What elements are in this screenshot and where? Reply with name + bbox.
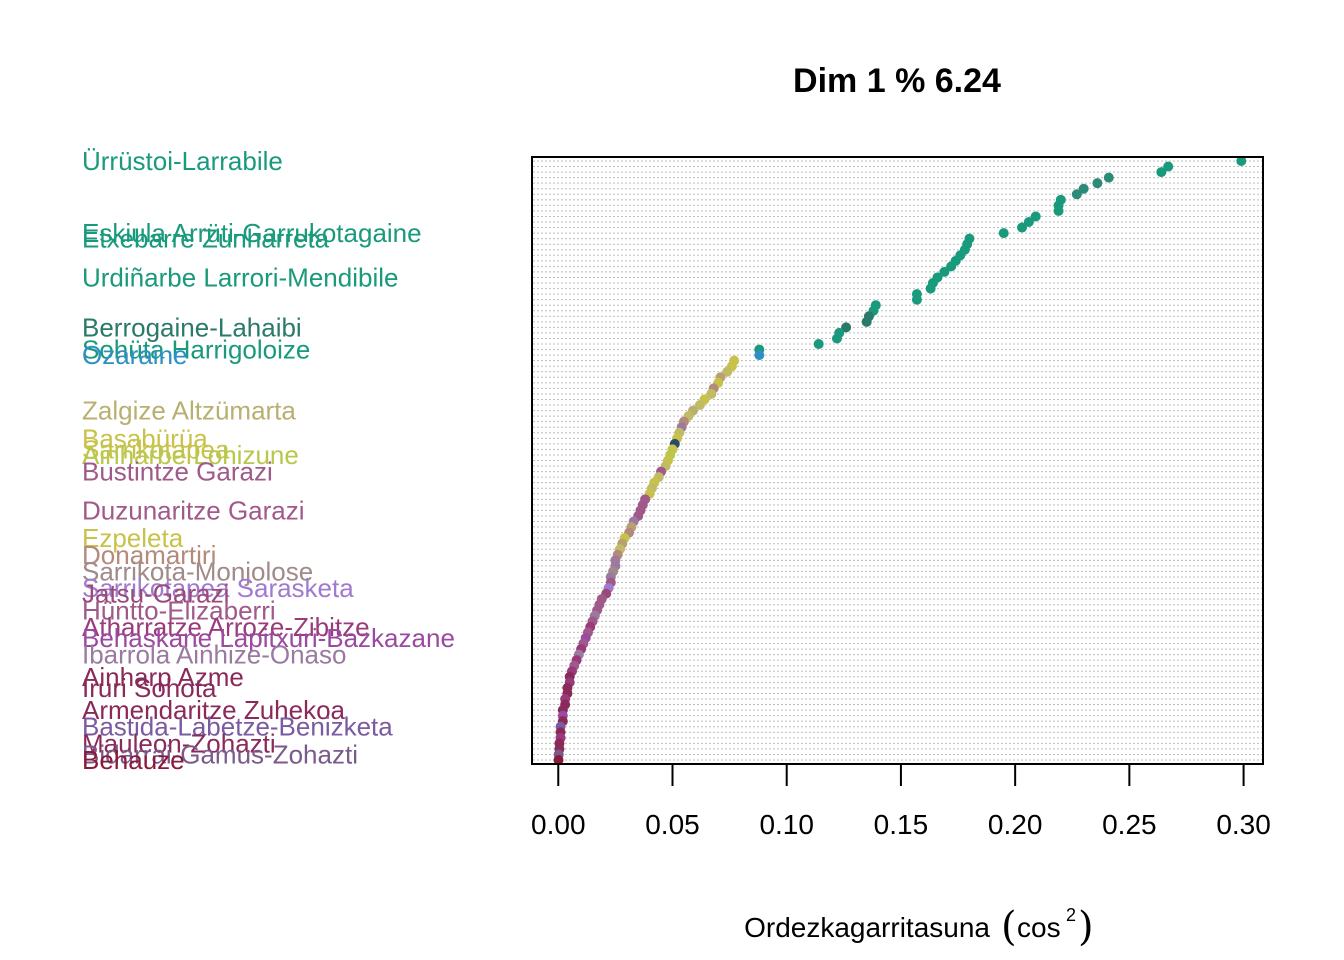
data-point: [1023, 217, 1034, 228]
data-point: [831, 333, 842, 344]
row-label: Mauleon-Zohazti: [82, 728, 276, 758]
x-axis-symbol: cos: [1017, 912, 1061, 943]
data-point: [1071, 189, 1082, 200]
row-label: Sarrikotapea: [82, 434, 230, 464]
row-label: Atharratze Arroze-Zibitze: [82, 612, 370, 642]
row-label: Sarrikotapea Sarasketa: [82, 573, 354, 603]
data-point: [722, 366, 733, 377]
x-tick-label: 0.30: [1216, 809, 1271, 840]
row-label: Etxebarre Zunharreta: [82, 224, 330, 254]
data-point: [1236, 156, 1247, 166]
grid-lines: [533, 160, 1262, 761]
data-point: [1030, 211, 1041, 222]
row-label: Armendaritze Zuhekoa: [82, 695, 346, 725]
row-label: Bidarrai-Gamus-Zohazti: [82, 739, 358, 769]
row-label: Ozaraine: [82, 340, 188, 370]
data-point: [1103, 172, 1114, 183]
row-labels: Ürrüstoi-Larrabile Eskiula Arrüti-Garruko…: [82, 146, 455, 775]
row-label: Urdiñarbe Larrori-Mendibile: [82, 262, 398, 292]
data-point: [1053, 205, 1064, 216]
data-point: [946, 261, 957, 272]
data-point: [939, 266, 950, 277]
x-axis-superscript: 2: [1066, 905, 1076, 925]
x-axis-close-paren: ): [1078, 904, 1094, 950]
row-label: Hüntto-Elizaberri: [82, 595, 276, 625]
row-label: Ainharbe Lohizune: [82, 440, 299, 470]
data-point: [1156, 167, 1167, 178]
row-label: Ibarrola Ainhize-Onaso: [82, 640, 346, 670]
row-label: Eskiula Arrüti-Garrukotagaine: [82, 218, 422, 248]
data-point: [754, 350, 765, 361]
data-point: [1016, 222, 1027, 233]
x-tick-label: 0.05: [645, 809, 700, 840]
row-label: Behaskane Lapitxuri-Bazkazane: [82, 623, 455, 653]
x-tick-label: 0.10: [759, 809, 814, 840]
x-axis-open-paren: (: [1001, 904, 1017, 950]
data-point: [1163, 161, 1174, 172]
row-label: Behauze: [82, 745, 185, 775]
x-tick-label: 0.25: [1102, 809, 1157, 840]
row-label: Sohüta Harrigoloize: [82, 335, 310, 365]
chart-title: Dim 1 % 6.24: [793, 62, 1001, 100]
row-label: Berrogaine-Lahaibi: [82, 312, 302, 342]
plot-area: [531, 156, 1264, 765]
data-point: [861, 316, 872, 327]
data-point: [998, 228, 1009, 239]
row-label: Bastida-Labetze-Benizketa: [82, 712, 393, 742]
x-axis-title: Ordezkagarritasuna: [744, 912, 990, 943]
row-label: Zalgize Altzümarta: [82, 396, 296, 426]
row-label: Basabürüa: [82, 423, 208, 453]
x-tick-label: 0.00: [531, 809, 586, 840]
data-point: [813, 339, 824, 350]
data-point: [706, 388, 717, 399]
data-point: [1078, 183, 1089, 194]
data-points: [553, 156, 1247, 765]
data-point: [841, 322, 852, 333]
row-label: Ezpeleta: [82, 523, 184, 553]
x-tick-label: 0.15: [874, 809, 929, 840]
row-label: Ainharp Azme: [82, 662, 244, 692]
row-label: Sarrikota-Monjolose: [82, 556, 313, 586]
row-label: Ürrüstoi-Larrabile: [82, 146, 283, 176]
data-point: [1092, 178, 1103, 189]
data-point: [911, 294, 922, 305]
data-point: [694, 400, 705, 411]
data-point: [553, 755, 564, 765]
row-label: Duzunaritze Garazi: [82, 495, 305, 525]
x-axis-label: Ordezkagarritasuna ( cos 2 ): [744, 904, 1094, 950]
row-label: Iruri Sohota: [82, 673, 217, 703]
row-label: Jatsu-Garazi: [82, 579, 229, 609]
x-axis: 0.00 0.05 0.10 0.15 0.20 0.25 0.30: [531, 763, 1271, 840]
row-label: Bustintze Garazi: [82, 457, 273, 487]
x-tick-label: 0.20: [988, 809, 1043, 840]
data-point: [925, 283, 936, 294]
row-label: Donamartiri: [82, 540, 216, 570]
